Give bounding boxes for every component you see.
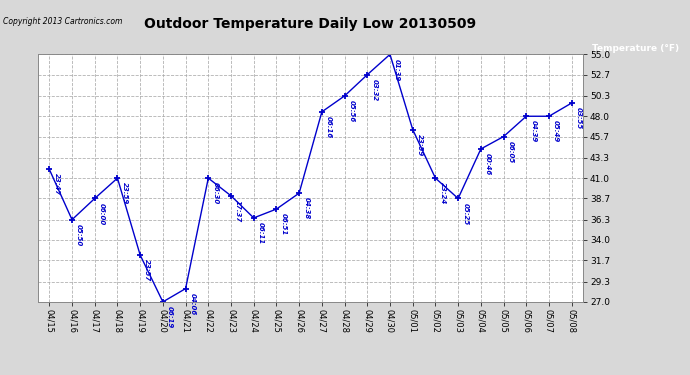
Text: 06:19: 06:19	[167, 306, 173, 328]
Text: 05:25: 05:25	[462, 202, 469, 225]
Text: 06:16: 06:16	[326, 116, 332, 138]
Text: 05:49: 05:49	[553, 120, 559, 142]
Text: Temperature (°F): Temperature (°F)	[591, 44, 679, 53]
Text: 03:55: 03:55	[576, 107, 582, 129]
Text: 06:51: 06:51	[281, 213, 286, 236]
Text: 23:47: 23:47	[53, 174, 59, 196]
Text: 23:24: 23:24	[440, 182, 446, 204]
Text: 01:39: 01:39	[394, 58, 400, 81]
Text: 23:59: 23:59	[417, 134, 423, 156]
Text: 23:57: 23:57	[144, 259, 150, 282]
Text: 04:06: 04:06	[190, 293, 196, 315]
Text: 06:30: 06:30	[213, 182, 219, 204]
Text: Copyright 2013 Cartronics.com: Copyright 2013 Cartronics.com	[3, 17, 123, 26]
Text: 00:46: 00:46	[485, 153, 491, 176]
Text: 05:56: 05:56	[348, 100, 355, 122]
Text: 03:32: 03:32	[371, 79, 377, 101]
Text: 05:50: 05:50	[76, 224, 82, 246]
Text: Outdoor Temperature Daily Low 20130509: Outdoor Temperature Daily Low 20130509	[144, 17, 477, 31]
Text: 17:37: 17:37	[235, 200, 242, 222]
Text: 23:59: 23:59	[121, 182, 128, 204]
Text: 04:38: 04:38	[304, 197, 309, 220]
Text: 06:00: 06:00	[99, 202, 105, 225]
Text: 04:39: 04:39	[531, 120, 536, 142]
Text: 06:05: 06:05	[508, 141, 514, 163]
Text: 06:11: 06:11	[258, 222, 264, 245]
